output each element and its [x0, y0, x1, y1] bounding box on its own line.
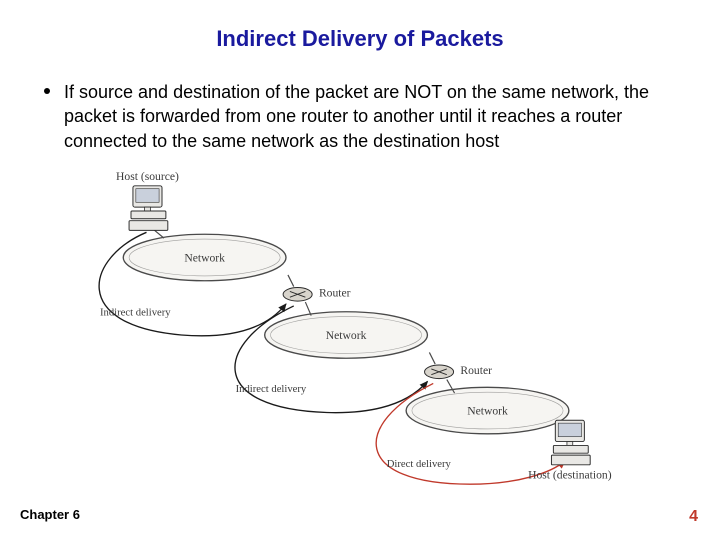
- bullet-item: If source and destination of the packet …: [44, 80, 680, 153]
- path-label: Direct delivery: [387, 459, 452, 470]
- footer-chapter: Chapter 6: [20, 507, 80, 522]
- path-label: Indirect delivery: [236, 384, 307, 395]
- title-text: Indirect Delivery of Packets: [216, 26, 503, 51]
- bullet-dot-icon: [44, 88, 50, 94]
- diagram-svg: Indirect delivery Indirect delivery Direct…: [68, 180, 628, 490]
- router-label: Router: [460, 364, 492, 377]
- network-label: Network: [184, 251, 225, 264]
- network-label: Network: [326, 329, 367, 342]
- router-label: Router: [319, 286, 351, 299]
- connector-line: [288, 275, 294, 287]
- page-title: Indirect Delivery of Packets: [0, 26, 720, 52]
- page-number: 4: [689, 508, 698, 526]
- connector-line: [305, 302, 311, 316]
- path-label: Indirect delivery: [100, 308, 171, 319]
- network-label: Network: [467, 404, 508, 417]
- host-label: Host (destination): [528, 468, 612, 481]
- connector-line: [429, 352, 435, 364]
- host-label: Host (source): [116, 170, 179, 183]
- network-diagram: Indirect delivery Indirect delivery Direct…: [68, 180, 628, 490]
- bullet-text: If source and destination of the packet …: [64, 80, 680, 153]
